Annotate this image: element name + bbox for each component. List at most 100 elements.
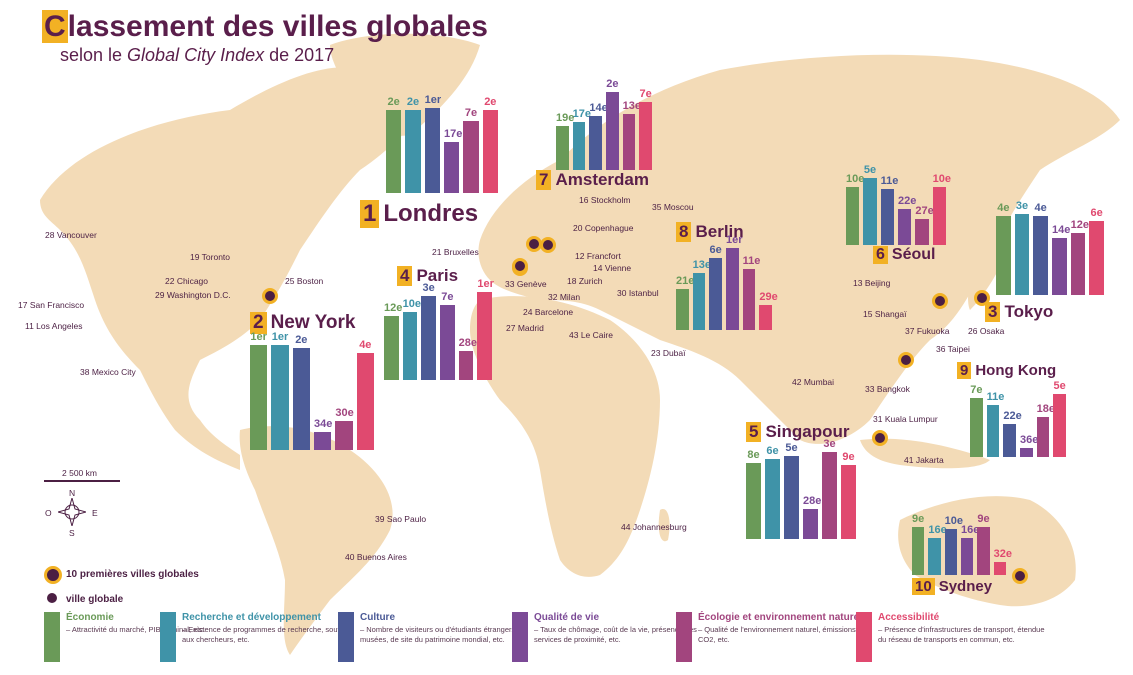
bar-rank-label: 28e (803, 495, 822, 508)
top-city-dot (974, 290, 990, 306)
bar-rank-label: 2e (295, 333, 308, 346)
bar-rank-label: 13e (692, 258, 712, 271)
legend-title: Qualité de vie (534, 612, 600, 623)
bar (356, 352, 374, 450)
city-rank-badge: 8 (676, 222, 692, 242)
bar-rank-label: 6e (709, 244, 722, 257)
bar (803, 509, 818, 539)
bar-rank-label: 1er (726, 234, 743, 246)
bar-rank-label: 6e (1090, 206, 1103, 219)
top-city-dot (540, 237, 556, 253)
legend-desc: – Taux de chômage, coût de la vie, prése… (534, 625, 697, 644)
bar (928, 537, 941, 575)
bar (556, 126, 569, 170)
top-city-dot (872, 430, 888, 446)
bar (1089, 220, 1104, 295)
bar (424, 108, 440, 193)
bar (622, 114, 636, 170)
continents (40, 33, 1121, 655)
bar-rank-label: 17e (444, 128, 463, 140)
bar (250, 345, 268, 450)
bar-rank-label: 13e (622, 100, 642, 112)
bar (676, 289, 689, 330)
city-name-text: Séoul (891, 246, 936, 263)
bar (898, 209, 912, 245)
city-rank-badge: 2 (250, 312, 267, 334)
city-name-1: 2 New York (250, 312, 355, 334)
legend-title: Recherche et développement (182, 612, 321, 623)
bar (271, 345, 289, 450)
key-top10: 10 premières villes globales (66, 569, 199, 580)
bar (742, 268, 756, 330)
bar-rank-label: 7e (639, 88, 652, 100)
city-name-text: Berlin (695, 222, 744, 241)
bar-rank-label: 7e (970, 383, 983, 396)
legend-swatch (512, 612, 528, 662)
bar (444, 142, 460, 193)
legend-item: Économie – Attractivité du marché, PIB n… (44, 612, 205, 662)
city-name-text: Amsterdam (555, 170, 650, 189)
city-label: 33 Bangkok (865, 384, 910, 394)
city-rank-badge: 9 (957, 362, 972, 379)
bar-rank-label: 21e (676, 275, 695, 287)
city-rank-badge: 3 (985, 302, 1001, 322)
city-name-7: 8 Berlin (676, 222, 744, 242)
bar-rank-label: 5e (863, 163, 877, 176)
bar-rank-label: 29e (759, 291, 778, 304)
bar (1070, 233, 1086, 295)
bar (880, 188, 894, 245)
bar (822, 451, 837, 539)
bar (405, 110, 421, 193)
bar (726, 248, 739, 330)
city-name-2: 3 Tokyo (985, 302, 1053, 322)
bar-rank-label: 4e (1034, 202, 1047, 215)
legend-desc: – Présence d'infrastructures de transpor… (878, 625, 1045, 644)
map-title: Classement des villes globales (42, 10, 488, 43)
bar (915, 218, 929, 245)
city-name-text: Londres (383, 200, 479, 227)
bar-rank-label: 12e (384, 302, 403, 315)
city-label: 15 Shangaï (863, 309, 907, 319)
city-label: 35 Moscou (652, 202, 694, 212)
legend-swatch (44, 612, 60, 662)
city-name-5: 6 Séoul (873, 246, 935, 264)
bar-rank-label: 5e (785, 442, 798, 455)
bar-rank-label: 16e (961, 523, 980, 536)
bar (970, 397, 983, 457)
legend-desc: – Qualité de l'environnement naturel, ém… (698, 625, 867, 644)
bar-rank-label: 9e (977, 513, 990, 525)
bar-rank-label: 11e (880, 174, 899, 187)
bar (335, 421, 353, 450)
city-label: 19 Toronto (190, 252, 231, 262)
bar-rank-label: 11e (986, 390, 1005, 403)
bar-rank-label: 11e (742, 254, 761, 267)
city-label: 24 Barcelone (523, 307, 574, 317)
bar-rank-label: 10e (944, 514, 964, 527)
city-label: 42 Mumbai (792, 377, 835, 387)
bar-rank-label: 22e (898, 195, 917, 208)
city-label: 23 Dubaï (651, 348, 686, 358)
city-rank-badge: 10 (912, 578, 935, 595)
city-label: 33 Genève (505, 279, 547, 289)
legend-swatch (676, 612, 692, 662)
bar-rank-label: 9e (912, 513, 925, 525)
bar (709, 258, 722, 330)
bar-rank-label: 1er (424, 94, 442, 106)
bar-rank-label: 18e (1036, 402, 1056, 415)
bar (759, 305, 772, 330)
legend-title: Écologie et environnement naturel (698, 612, 862, 623)
city-label: 17 San Francisco (18, 300, 85, 310)
bar (961, 537, 974, 575)
top-city-dot (512, 258, 528, 274)
bar (589, 116, 602, 170)
legend-item: Écologie et environnement naturel – Qual… (676, 612, 866, 662)
legend-desc: – Attractivité du marché, PIB nominal, e… (66, 625, 206, 634)
bar (746, 463, 761, 539)
bar-rank-label: 10e (402, 297, 422, 310)
top-city-dot (932, 293, 948, 309)
bar (440, 305, 455, 380)
bar-rank-label: 34e (314, 417, 333, 430)
city-label: 14 Vienne (593, 263, 632, 273)
top10-dot-icon (44, 566, 62, 584)
bar (482, 110, 498, 193)
